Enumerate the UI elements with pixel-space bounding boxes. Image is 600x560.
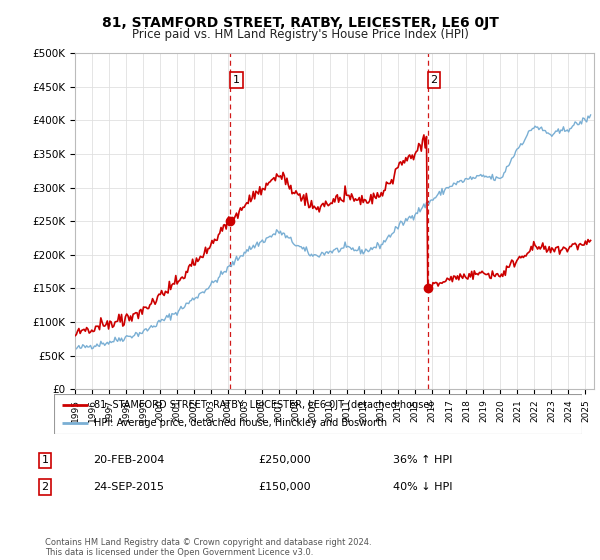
Text: 24-SEP-2015: 24-SEP-2015 — [93, 482, 164, 492]
Text: HPI: Average price, detached house, Hinckley and Bosworth: HPI: Average price, detached house, Hinc… — [94, 418, 387, 428]
Text: £150,000: £150,000 — [258, 482, 311, 492]
Text: 2: 2 — [430, 75, 437, 85]
Text: 1: 1 — [41, 455, 49, 465]
Text: £250,000: £250,000 — [258, 455, 311, 465]
Text: 40% ↓ HPI: 40% ↓ HPI — [393, 482, 452, 492]
Text: 81, STAMFORD STREET, RATBY, LEICESTER, LE6 0JT: 81, STAMFORD STREET, RATBY, LEICESTER, L… — [101, 16, 499, 30]
Text: 1: 1 — [233, 75, 240, 85]
Text: 36% ↑ HPI: 36% ↑ HPI — [393, 455, 452, 465]
Text: 81, STAMFORD STREET, RATBY, LEICESTER, LE6 0JT (detached house): 81, STAMFORD STREET, RATBY, LEICESTER, L… — [94, 400, 433, 409]
Text: Price paid vs. HM Land Registry's House Price Index (HPI): Price paid vs. HM Land Registry's House … — [131, 28, 469, 41]
Text: 20-FEB-2004: 20-FEB-2004 — [93, 455, 164, 465]
Text: 2: 2 — [41, 482, 49, 492]
Text: Contains HM Land Registry data © Crown copyright and database right 2024.
This d: Contains HM Land Registry data © Crown c… — [45, 538, 371, 557]
